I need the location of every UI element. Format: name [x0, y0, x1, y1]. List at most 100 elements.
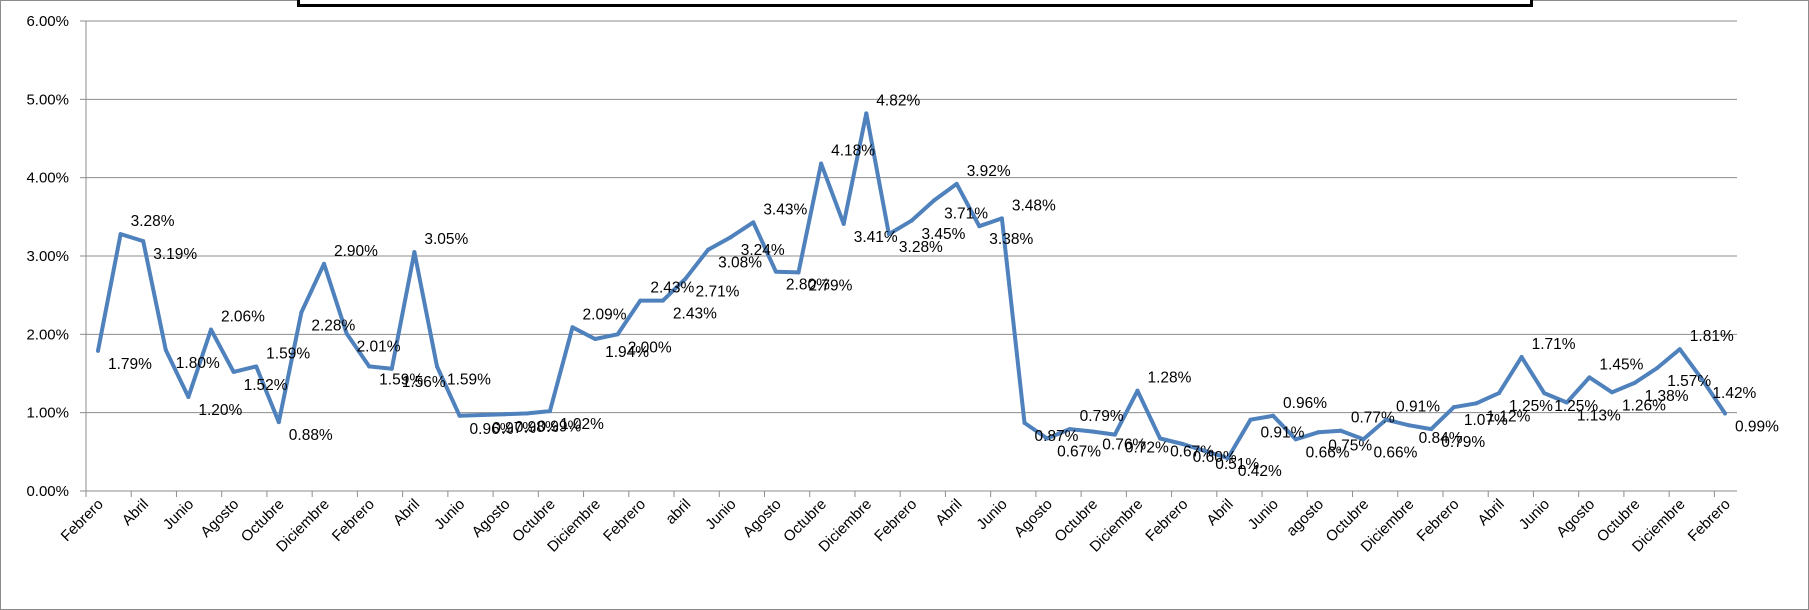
- x-tick-label: Febrero: [1413, 496, 1462, 545]
- data-point: [1632, 380, 1637, 385]
- data-point: [864, 111, 869, 116]
- data-point: [706, 247, 711, 252]
- data-label: 3.24%: [741, 242, 785, 259]
- x-tick-label: Febrero: [871, 496, 920, 545]
- data-label: 0.91%: [1396, 399, 1440, 416]
- data-point: [1700, 377, 1705, 382]
- x-tick-label: Febrero: [1142, 496, 1191, 545]
- data-point: [751, 220, 756, 225]
- data-point: [276, 420, 281, 425]
- data-point: [1542, 391, 1547, 396]
- data-label: 3.28%: [899, 239, 943, 256]
- data-point: [434, 364, 439, 369]
- data-label: 2.71%: [696, 284, 740, 301]
- data-label: 0.87%: [1034, 428, 1078, 445]
- data-point: [1429, 427, 1434, 432]
- x-tick-label: Junio: [973, 496, 1010, 533]
- data-point: [1384, 417, 1389, 422]
- data-point: [231, 369, 236, 374]
- data-point: [1406, 423, 1411, 428]
- data-label: 4.82%: [876, 92, 920, 109]
- data-label: 3.08%: [718, 255, 762, 272]
- data-point: [299, 310, 304, 315]
- data-point: [683, 276, 688, 281]
- data-label: 0.88%: [289, 427, 333, 444]
- data-label: 1.59%: [266, 345, 310, 362]
- data-label: 0.66%: [1306, 444, 1350, 461]
- data-point: [954, 181, 959, 186]
- data-point: [977, 224, 982, 229]
- data-label: 1.20%: [198, 402, 242, 419]
- data-label: 1.80%: [176, 355, 220, 372]
- data-label: 0.96%: [470, 421, 514, 438]
- data-point: [1203, 449, 1208, 454]
- data-point: [502, 412, 507, 417]
- y-tick-label: 0.00%: [26, 483, 69, 500]
- data-label: 1.57%: [1667, 373, 1711, 390]
- data-label: 1.13%: [1577, 407, 1621, 424]
- data-point: [660, 298, 665, 303]
- data-point: [932, 198, 937, 203]
- data-point: [1225, 456, 1230, 461]
- x-tick-label: Abril: [119, 496, 152, 529]
- data-point: [1677, 347, 1682, 352]
- data-point: [1451, 405, 1456, 410]
- data-point: [163, 348, 168, 352]
- data-point: [796, 270, 801, 275]
- x-tick-label: Agosto: [469, 496, 514, 541]
- data-label: 1.28%: [1147, 370, 1191, 387]
- data-point: [367, 364, 372, 369]
- data-point: [615, 332, 620, 337]
- data-point: [1316, 430, 1321, 435]
- data-point: [1112, 432, 1117, 437]
- data-label: 0.99%: [537, 418, 581, 435]
- data-label: 1.07%: [1464, 412, 1508, 429]
- x-tick-label: Febrero: [58, 496, 107, 545]
- x-tick-label: Febrero: [600, 496, 649, 545]
- data-label: 2.43%: [673, 306, 717, 323]
- data-point: [909, 218, 914, 223]
- x-tick-label: abril: [662, 496, 694, 528]
- data-label: 0.99%: [1735, 418, 1779, 435]
- data-point: [1090, 429, 1095, 434]
- data-label: 2.79%: [809, 277, 853, 294]
- data-label: 3.38%: [989, 231, 1033, 248]
- data-point: [1135, 388, 1140, 393]
- x-tick-label: Junio: [1516, 496, 1553, 533]
- data-label: 1.94%: [605, 344, 649, 361]
- data-label: 0.97%: [492, 420, 536, 437]
- data-point: [1474, 401, 1479, 406]
- data-label: 1.56%: [402, 374, 446, 391]
- data-label: 0.77%: [1351, 410, 1395, 427]
- data-point: [819, 161, 824, 166]
- data-point: [1497, 391, 1502, 396]
- data-label: 1.25%: [1509, 398, 1553, 415]
- x-tick-label: agosto: [1283, 496, 1327, 540]
- data-label: 0.60%: [1193, 449, 1237, 466]
- y-tick-label: 4.00%: [26, 170, 69, 187]
- data-label: 2.80%: [786, 277, 830, 294]
- data-label: 1.38%: [1645, 388, 1689, 405]
- data-label: 0.67%: [1057, 444, 1101, 461]
- x-tick-label: Agosto: [197, 496, 242, 541]
- data-point: [728, 235, 733, 240]
- data-point: [525, 411, 530, 416]
- data-label: 0.51%: [1215, 456, 1259, 473]
- x-tick-label: Abril: [932, 496, 965, 529]
- data-point: [1361, 437, 1366, 442]
- data-label: 2.43%: [650, 280, 694, 297]
- data-point: [1045, 436, 1050, 441]
- y-tick-label: 2.00%: [26, 326, 69, 343]
- data-point: [638, 298, 643, 303]
- data-label: 2.06%: [221, 309, 265, 326]
- data-label: 3.48%: [1012, 197, 1056, 214]
- y-tick-label: 5.00%: [26, 91, 69, 108]
- y-tick-label: 1.00%: [26, 405, 69, 422]
- data-point: [1564, 400, 1569, 405]
- data-point: [1723, 411, 1727, 416]
- data-point: [570, 325, 575, 330]
- data-label: 1.59%: [379, 371, 423, 388]
- data-label: 2.28%: [311, 317, 355, 334]
- x-tick-label: Junio: [160, 496, 197, 533]
